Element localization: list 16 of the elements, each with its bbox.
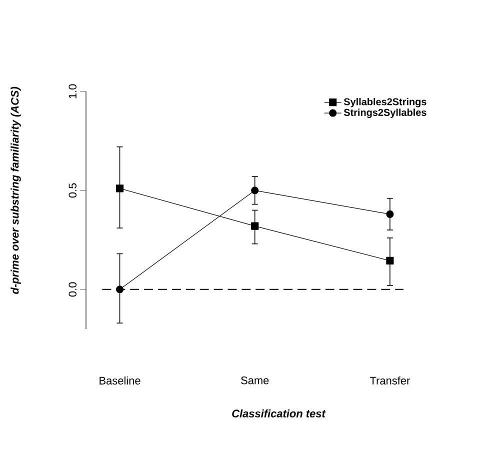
point <box>116 184 124 192</box>
point <box>251 222 259 230</box>
point <box>386 210 394 218</box>
y-tick-label: 1.0 <box>68 84 77 98</box>
point <box>251 186 259 194</box>
legend-label: Syllables2Strings <box>344 98 426 108</box>
point <box>386 256 394 264</box>
y-tick-label: 0.0 <box>68 282 77 297</box>
x-tick-label: Same <box>241 376 269 384</box>
point <box>116 286 124 294</box>
y-axis-title: d-prime over substring familiarity (ACS) <box>10 86 21 294</box>
x-tick-label: Transfer <box>370 376 410 385</box>
legend-label: Strings2Syllables <box>344 108 426 118</box>
x-tick-label: Baseline <box>100 376 140 385</box>
x-axis-title: Classification test <box>232 409 326 418</box>
y-tick-label: 0.5 <box>68 183 77 198</box>
